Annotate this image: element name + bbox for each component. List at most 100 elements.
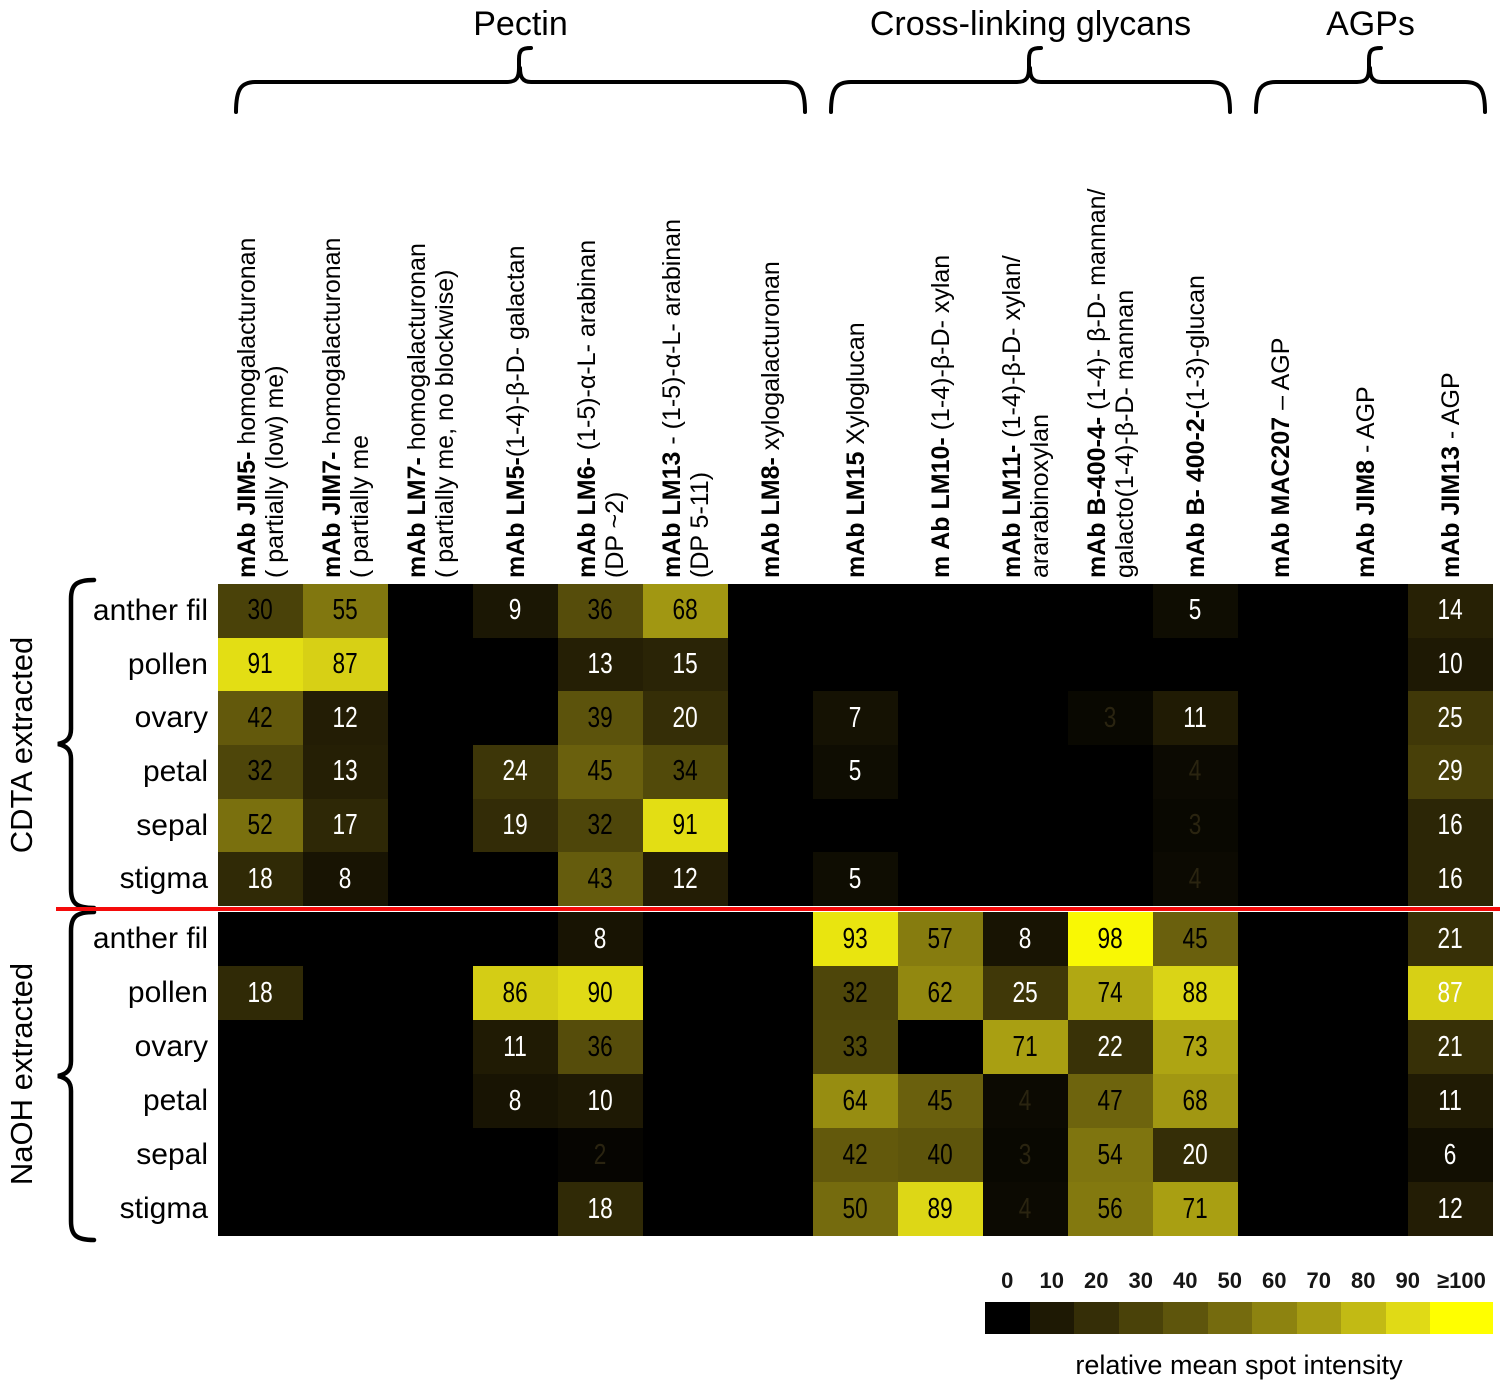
heatmap-cell: 32 <box>558 798 643 853</box>
heatmap-cell <box>643 1182 728 1236</box>
legend-tick-label: 20 <box>1084 1268 1109 1293</box>
group-brace <box>1254 46 1487 114</box>
column-header-jim13: mAb JIM13 - AGP <box>1436 372 1465 578</box>
heatmap-cell <box>1323 691 1408 746</box>
heatmap-cell: 18 <box>558 1182 643 1236</box>
heatmap-cell <box>643 1020 728 1074</box>
heatmap-cell: 56 <box>1068 1182 1153 1236</box>
heatmap-grid-cdta: 30 55 9 36 68 5 14 91 87 13 15 10 42 12 39 20 7 3 11 25 32 13… <box>218 584 1493 907</box>
heatmap-cell <box>388 966 473 1020</box>
heatmap-cell <box>983 584 1068 638</box>
heatmap-cell: 52 <box>218 798 303 853</box>
group-brace <box>829 46 1232 114</box>
heatmap-cell: 7 <box>813 691 898 746</box>
column-header-lm11: mAb LM11- (1-4)-β-D- xylan/ararabinoxyla… <box>997 255 1054 578</box>
heatmap-cell: 13 <box>558 637 643 692</box>
heatmap-cell <box>1238 912 1323 966</box>
row-label-ovary: ovary <box>134 1030 208 1063</box>
heatmap-cell <box>1238 852 1323 907</box>
heatmap-cell <box>983 852 1068 907</box>
heatmap-cell: 11 <box>1408 1074 1493 1128</box>
heatmap-cell <box>728 691 813 746</box>
heatmap-cell <box>983 637 1068 692</box>
row-label-stigma: stigma <box>119 862 208 896</box>
legend-swatch <box>1207 1302 1252 1334</box>
heatmap-cell: 89 <box>898 1182 983 1236</box>
heatmap-cell: 8 <box>473 1074 558 1128</box>
heatmap-cell: 68 <box>1153 1074 1238 1128</box>
heatmap-cell <box>728 1128 813 1182</box>
cdta-brace <box>57 577 97 911</box>
heatmap-cell: 87 <box>303 637 388 692</box>
heatmap-cell <box>813 584 898 638</box>
heatmap-cell: 45 <box>1153 912 1238 966</box>
heatmap-cell: 17 <box>303 798 388 853</box>
heatmap-cell <box>1068 852 1153 907</box>
group-brace <box>234 46 807 114</box>
heatmap-cell: 87 <box>1408 966 1493 1020</box>
legend-swatch <box>1074 1302 1119 1334</box>
heatmap-cell: 2 <box>558 1128 643 1182</box>
heatmap-cell <box>1238 1074 1323 1128</box>
heatmap-cell <box>473 912 558 966</box>
heatmap-cell <box>1323 745 1408 799</box>
heatmap-cell <box>1068 637 1153 692</box>
heatmap-cell: 36 <box>558 584 643 638</box>
heatmap-cell <box>1238 745 1323 799</box>
heatmap-cell: 90 <box>558 966 643 1020</box>
heatmap-cell <box>1238 1128 1323 1182</box>
heatmap-cell <box>218 1074 303 1128</box>
heatmap-cell <box>1238 1182 1323 1236</box>
column-header-b-400-4: mAb B-400-4- (1-4)- β-D- mannan/galacto(… <box>1082 188 1139 578</box>
heatmap-cell <box>728 1020 813 1074</box>
heatmap-cell: 47 <box>1068 1074 1153 1128</box>
heatmap-cell <box>388 637 473 692</box>
heatmap-cell: 33 <box>813 1020 898 1074</box>
heatmap-cell <box>728 745 813 799</box>
legend-tick-label: 0 <box>1001 1268 1014 1293</box>
legend-swatch <box>1385 1302 1430 1334</box>
heatmap-cell: 11 <box>473 1020 558 1074</box>
heatmap-cell <box>1323 1128 1408 1182</box>
heatmap-cell: 55 <box>303 584 388 638</box>
heatmap-cell <box>1238 691 1323 746</box>
heatmap-cell <box>1323 1074 1408 1128</box>
heatmap-cell <box>728 1074 813 1128</box>
heatmap-cell <box>1238 966 1323 1020</box>
naoh-brace <box>57 909 97 1243</box>
heatmap-cell <box>898 798 983 853</box>
heatmap-cell <box>388 912 473 966</box>
heatmap-cell <box>303 1182 388 1236</box>
group-label-pectin: Pectin <box>473 5 568 43</box>
heatmap-cell <box>983 798 1068 853</box>
heatmap-cell <box>218 1182 303 1236</box>
heatmap-cell: 91 <box>643 798 728 853</box>
heatmap-cell <box>898 691 983 746</box>
heatmap-cell <box>388 798 473 853</box>
heatmap-cell: 3 <box>1068 691 1153 746</box>
heatmap-cell: 29 <box>1408 745 1493 799</box>
legend-tick-label: ≥100 <box>1437 1268 1486 1293</box>
heatmap-cell: 18 <box>218 852 303 907</box>
heatmap-cell <box>388 691 473 746</box>
column-headers: mAb JIM5- homogalacturonan( partially (l… <box>0 0 1500 578</box>
heatmap-cell: 93 <box>813 912 898 966</box>
heatmap-cell <box>388 1074 473 1128</box>
heatmap-cell <box>1238 584 1323 638</box>
heatmap-cell <box>473 1182 558 1236</box>
heatmap-cell <box>303 1020 388 1074</box>
heatmap-cell: 16 <box>1408 798 1493 853</box>
heatmap-cell <box>1323 798 1408 853</box>
heatmap-cell: 8 <box>303 852 388 907</box>
heatmap-cell: 74 <box>1068 966 1153 1020</box>
heatmap-cell: 21 <box>1408 1020 1493 1074</box>
legend-swatch <box>1118 1302 1163 1334</box>
column-header-lm13: mAb LM13 - (1-5)-α-L- arabinan (DP 5-11) <box>657 219 714 578</box>
heatmap-cell: 16 <box>1408 852 1493 907</box>
heatmap-cell <box>728 912 813 966</box>
heatmap-cell <box>218 1128 303 1182</box>
column-header-b-400-2: mAb B- 400-2-(1-3)-glucan <box>1181 275 1210 578</box>
heatmap-cell: 3 <box>983 1128 1068 1182</box>
heatmap-cell: 14 <box>1408 584 1493 638</box>
heatmap-cell: 4 <box>1153 745 1238 799</box>
